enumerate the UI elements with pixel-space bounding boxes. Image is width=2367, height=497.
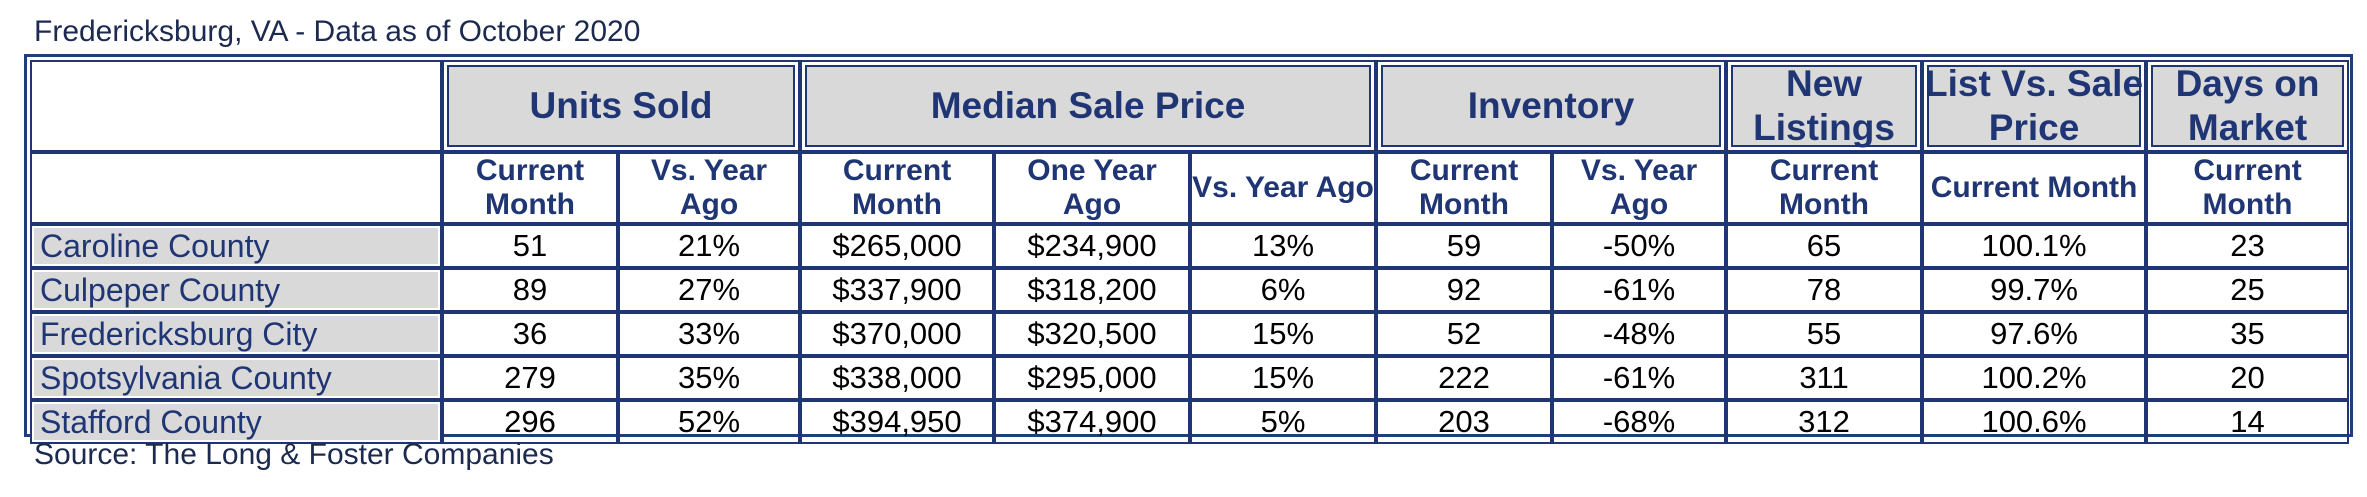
inventory-current-cell: 52 — [1376, 312, 1553, 356]
table-row: Fredericksburg City 36 33% $370,000 $320… — [30, 312, 2350, 356]
days-on-market-cell: 25 — [2146, 268, 2350, 312]
price-vs-year-cell: 15% — [1190, 312, 1377, 356]
table-row: Spotsylvania County 279 35% $338,000 $29… — [30, 356, 2350, 400]
inventory-current-cell: 222 — [1376, 356, 1553, 400]
price-vs-year-cell: 13% — [1190, 224, 1377, 268]
list-vs-sale-cell: 100.2% — [1922, 356, 2147, 400]
table-caption: Fredericksburg, VA - Data as of October … — [34, 15, 641, 48]
group-header-new-listings: New Listings — [1726, 60, 1923, 152]
inventory-vs-year-cell: -61% — [1552, 356, 1727, 400]
price-current-cell: $337,900 — [800, 268, 995, 312]
group-header-list-vs-sale: List Vs. Sale Price — [1922, 60, 2147, 152]
units-current-cell: 89 — [442, 268, 618, 312]
market-table: Units Sold Median Sale Price Inventory N… — [30, 60, 2350, 444]
group-header-days-on-market: Days on Market — [2146, 60, 2350, 152]
units-current-cell: 36 — [442, 312, 618, 356]
subheader-price-vs-year: Vs. Year Ago — [1190, 152, 1377, 224]
group-header-units-sold: Units Sold — [442, 60, 801, 152]
market-data-table: Units Sold Median Sale Price Inventory N… — [24, 54, 2353, 444]
list-vs-sale-cell: 100.6% — [1922, 400, 2147, 444]
list-vs-sale-cell: 97.6% — [1922, 312, 2147, 356]
corner-cell-lower — [30, 152, 442, 224]
price-current-cell: $394,950 — [800, 400, 995, 444]
list-vs-sale-cell: 99.7% — [1922, 268, 2147, 312]
region-name: Culpeper County — [30, 268, 442, 312]
region-name: Caroline County — [30, 224, 442, 268]
region-name: Spotsylvania County — [30, 356, 442, 400]
subheader-price-one-year: One Year Ago — [994, 152, 1191, 224]
subheader-inventory-vs-year: Vs. Year Ago — [1552, 152, 1727, 224]
inventory-current-cell: 59 — [1376, 224, 1553, 268]
days-on-market-cell: 23 — [2146, 224, 2350, 268]
new-listings-cell: 311 — [1726, 356, 1923, 400]
inventory-vs-year-cell: -68% — [1552, 400, 1727, 444]
price-current-cell: $265,000 — [800, 224, 995, 268]
days-on-market-cell: 20 — [2146, 356, 2350, 400]
price-vs-year-cell: 15% — [1190, 356, 1377, 400]
price-one-year-cell: $320,500 — [994, 312, 1191, 356]
new-listings-cell: 65 — [1726, 224, 1923, 268]
group-header-inventory: Inventory — [1376, 60, 1727, 152]
units-current-cell: 279 — [442, 356, 618, 400]
source-note: Source: The Long & Foster Companies — [34, 438, 554, 471]
price-current-cell: $338,000 — [800, 356, 995, 400]
inventory-vs-year-cell: -50% — [1552, 224, 1727, 268]
table-row: Culpeper County 89 27% $337,900 $318,200… — [30, 268, 2350, 312]
price-vs-year-cell: 6% — [1190, 268, 1377, 312]
days-on-market-cell: 14 — [2146, 400, 2350, 444]
inventory-vs-year-cell: -61% — [1552, 268, 1727, 312]
units-vs-year-cell: 21% — [618, 224, 801, 268]
region-name: Fredericksburg City — [30, 312, 442, 356]
inventory-vs-year-cell: -48% — [1552, 312, 1727, 356]
price-one-year-cell: $318,200 — [994, 268, 1191, 312]
corner-cell — [30, 60, 442, 152]
subheader-list-vs-sale-current: Current Month — [1922, 152, 2147, 224]
table-row: Stafford County 296 52% $394,950 $374,90… — [30, 400, 2350, 444]
price-one-year-cell: $374,900 — [994, 400, 1191, 444]
inventory-current-cell: 203 — [1376, 400, 1553, 444]
new-listings-cell: 78 — [1726, 268, 1923, 312]
region-name: Stafford County — [30, 400, 442, 444]
subheader-days-on-market-current: Current Month — [2146, 152, 2350, 224]
units-vs-year-cell: 35% — [618, 356, 801, 400]
subheader-inventory-current: Current Month — [1376, 152, 1553, 224]
group-header-median-sale-price: Median Sale Price — [800, 60, 1377, 152]
units-current-cell: 296 — [442, 400, 618, 444]
subheader-price-current: Current Month — [800, 152, 995, 224]
subheader-units-current: Current Month — [442, 152, 618, 224]
units-vs-year-cell: 27% — [618, 268, 801, 312]
units-current-cell: 51 — [442, 224, 618, 268]
days-on-market-cell: 35 — [2146, 312, 2350, 356]
new-listings-cell: 312 — [1726, 400, 1923, 444]
table-row: Caroline County 51 21% $265,000 $234,900… — [30, 224, 2350, 268]
subheader-new-listings-current: Current Month — [1726, 152, 1923, 224]
units-vs-year-cell: 52% — [618, 400, 801, 444]
list-vs-sale-cell: 100.1% — [1922, 224, 2147, 268]
units-vs-year-cell: 33% — [618, 312, 801, 356]
inventory-current-cell: 92 — [1376, 268, 1553, 312]
price-one-year-cell: $234,900 — [994, 224, 1191, 268]
price-current-cell: $370,000 — [800, 312, 995, 356]
price-one-year-cell: $295,000 — [994, 356, 1191, 400]
price-vs-year-cell: 5% — [1190, 400, 1377, 444]
subheader-units-vs-year: Vs. Year Ago — [618, 152, 801, 224]
new-listings-cell: 55 — [1726, 312, 1923, 356]
